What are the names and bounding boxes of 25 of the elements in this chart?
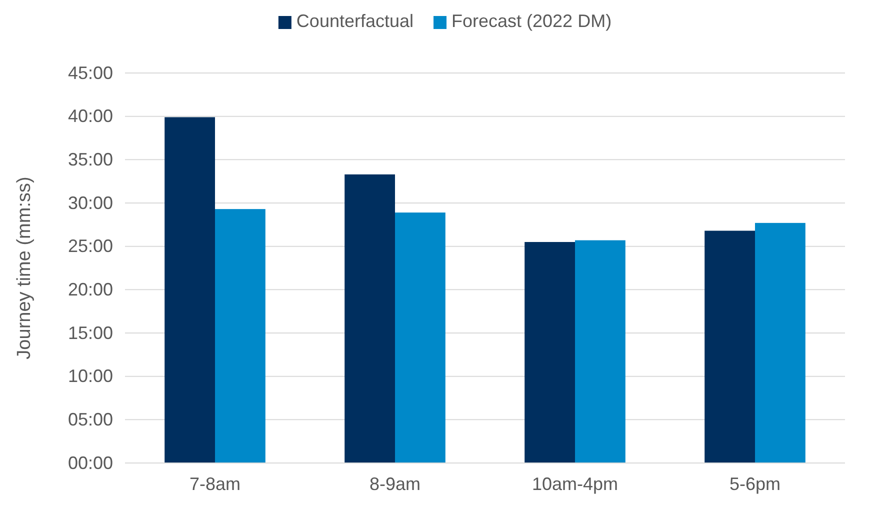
y-tick-label: 15:00 — [68, 322, 113, 343]
y-tick-label: 35:00 — [68, 149, 113, 170]
legend-label: Counterfactual — [296, 11, 414, 31]
y-tick-label: 10:00 — [68, 366, 113, 386]
y-tick-label: 45:00 — [68, 62, 113, 83]
bar — [524, 242, 575, 463]
bar — [395, 212, 446, 463]
y-tick-label: 05:00 — [68, 409, 113, 430]
x-tick-label: 10am-4pm — [532, 474, 618, 494]
y-tick-label: 40:00 — [68, 106, 113, 126]
y-tick-label: 25:00 — [68, 236, 113, 256]
x-tick-label: 5-6pm — [729, 474, 781, 494]
bar — [704, 230, 755, 463]
bar — [755, 222, 806, 463]
x-tick-label: 8-9am — [369, 474, 421, 494]
bar — [575, 240, 626, 463]
y-tick-label: 30:00 — [68, 192, 113, 213]
bar — [215, 209, 266, 463]
bar — [344, 174, 395, 463]
y-tick-label: 00:00 — [68, 452, 113, 473]
x-tick-label: 7-8am — [189, 474, 241, 494]
y-tick-label: 20:00 — [68, 279, 113, 300]
y-axis-title: Journey time (mm:ss) — [14, 176, 35, 360]
bar — [164, 117, 215, 463]
legend-label: Forecast (2022 DM) — [452, 11, 612, 31]
